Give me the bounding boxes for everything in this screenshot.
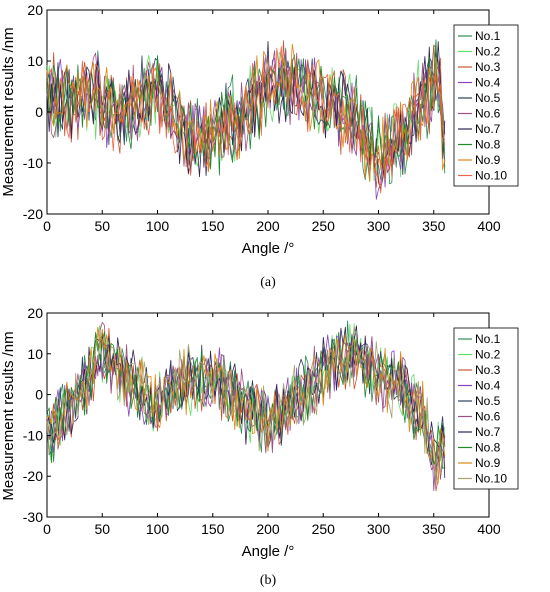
legend-label-no10-a: No.10 — [475, 169, 507, 183]
legend-label-no1-b: No.1 — [475, 332, 501, 346]
series-group-a — [46, 39, 446, 200]
y-tick-label-b: -30 — [23, 509, 43, 525]
y-tick-label-a: -20 — [23, 206, 43, 222]
legend-label-no9-b: No.9 — [475, 456, 501, 470]
series-line-no10-a — [46, 46, 446, 194]
legend-label-no2-a: No.2 — [475, 45, 501, 59]
series-line-no9-b — [46, 326, 446, 484]
caption-b: (b) — [260, 573, 277, 588]
x-tick-label-a: 400 — [477, 218, 501, 234]
legend-label-no3-b: No.3 — [475, 363, 501, 377]
y-tick-label-b: -10 — [23, 427, 43, 443]
x-tick-label-b: 300 — [367, 521, 391, 537]
series-line-no8-b — [46, 331, 446, 470]
series-group-b — [46, 320, 446, 492]
series-line-no8-a — [46, 39, 446, 176]
chart-panel-a: 0 50 100 150 200 250 300 350 400 -20 -10 0 10 20 Angl… — [0, 2, 519, 290]
x-tick-label-a: 350 — [422, 218, 446, 234]
x-tick-label-b: 250 — [312, 521, 336, 537]
plot-area-b — [46, 312, 490, 518]
legend-label-no7-b: No.7 — [475, 425, 501, 439]
y-axis-label-b: Measurement results /nm — [0, 331, 17, 500]
x-tick-label-b: 350 — [422, 521, 446, 537]
legend-label-no6-b: No.6 — [475, 410, 501, 424]
legend-label-no4-b: No.4 — [475, 379, 501, 393]
y-tick-label-b: 20 — [27, 305, 43, 321]
x-tick-label-a: 250 — [312, 218, 336, 234]
y-tick-label-a: 0 — [35, 104, 43, 120]
legend-a: No.1 No.2No.3 No.4No.5 No.6No.7 No.8No.9 No.1… — [453, 24, 519, 187]
x-tick-label-a: 300 — [367, 218, 391, 234]
legend-label-no5-a: No.5 — [475, 91, 501, 105]
x-tick-label-b: 400 — [477, 521, 501, 537]
chart-panel-b: 0 50 100 150 200 250 300 350 400 -30 -20 -10 0 10 20 A… — [0, 305, 519, 588]
x-tick-label-a: 100 — [146, 218, 170, 234]
x-tick-label-b: 100 — [146, 521, 170, 537]
legend-label-no10-b: No.10 — [475, 472, 507, 486]
x-tick-label-b: 0 — [43, 521, 51, 537]
legend-label-no6-a: No.6 — [475, 107, 501, 121]
legend-label-no4-a: No.4 — [475, 76, 501, 90]
y-tick-label-a: -10 — [23, 155, 43, 171]
series-line-no10-b — [46, 326, 446, 486]
x-tick-label-a: 200 — [256, 218, 280, 234]
ticks-a: 0 50 100 150 200 250 300 350 400 -20 -10 0 10 20 — [23, 2, 501, 234]
x-axis-label-a: Angle /° — [242, 240, 295, 257]
x-tick-label-a: 0 — [43, 218, 51, 234]
plot-area-a — [46, 9, 490, 215]
legend-label-no8-a: No.8 — [475, 138, 501, 152]
x-tick-label-b: 200 — [256, 521, 280, 537]
x-tick-label-b: 150 — [201, 521, 225, 537]
y-tick-label-b: 10 — [27, 346, 43, 362]
series-line-no7-a — [46, 41, 446, 190]
legend-label-no3-a: No.3 — [475, 60, 501, 74]
x-tick-label-a: 50 — [94, 218, 110, 234]
ticks-b: 0 50 100 150 200 250 300 350 400 -30 -20 -10 0 10 20 — [23, 305, 501, 537]
legend-label-no1-a: No.1 — [475, 29, 501, 43]
x-axis-label-b: Angle /° — [242, 543, 295, 560]
legend-label-no9-a: No.9 — [475, 153, 501, 167]
legend-label-no8-b: No.8 — [475, 441, 501, 455]
legend-label-no2-b: No.2 — [475, 348, 501, 362]
x-tick-label-a: 150 — [201, 218, 225, 234]
legend-label-no7-a: No.7 — [475, 122, 501, 136]
x-tick-label-b: 50 — [94, 521, 110, 537]
series-line-no6-a — [46, 49, 446, 174]
y-axis-label-a: Measurement results /nm — [0, 27, 17, 196]
caption-a: (a) — [260, 275, 276, 290]
y-tick-label-b: 0 — [35, 387, 43, 403]
legend-b: No.1 No.2No.3 No.4No.5 No.6No.7 No.8No.9 No.1… — [453, 327, 519, 490]
y-tick-label-b: -20 — [23, 468, 43, 484]
legend-label-no5-b: No.5 — [475, 394, 501, 408]
y-tick-label-a: 20 — [27, 2, 43, 18]
y-tick-label-a: 10 — [27, 53, 43, 69]
